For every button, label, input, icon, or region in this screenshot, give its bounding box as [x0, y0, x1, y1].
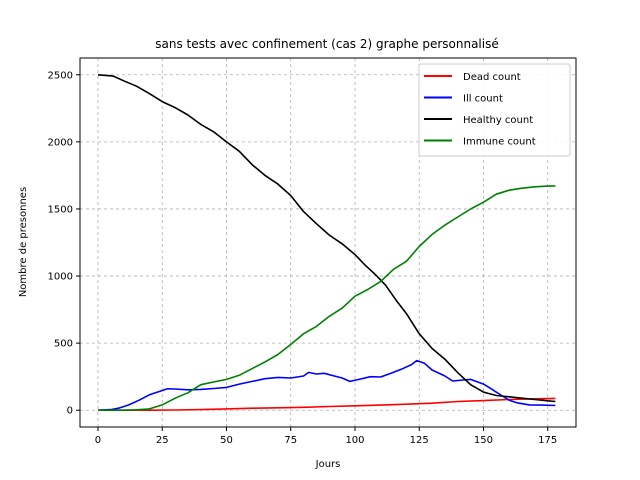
legend-label-ill-count: Ill count	[463, 94, 503, 105]
series-line-healthy-count	[97, 74, 556, 403]
chart-title: sans tests avec confinement (cas 2) grap…	[155, 37, 498, 51]
x-tick-label: 175	[538, 435, 557, 446]
y-tick-label: 500	[54, 339, 73, 350]
series-layer	[97, 74, 556, 412]
y-tick-label: 1000	[48, 272, 73, 283]
plot-frame	[79, 57, 577, 428]
legend: Dead count Ill count Healthy count Immune c…	[418, 63, 571, 157]
x-tick-label: 125	[410, 435, 429, 446]
y-axis-label: Nombre de presonnes	[18, 187, 29, 297]
x-axis-label: Jours	[315, 459, 341, 470]
legend-box	[418, 63, 571, 157]
x-tick-label: 100	[345, 435, 364, 446]
grid	[80, 58, 576, 427]
series-line-immune-count	[98, 185, 556, 412]
x-tick-label: 150	[474, 435, 493, 446]
x-tick-label: 75	[284, 435, 297, 446]
y-tick-label: 2500	[48, 70, 73, 81]
x-tick-label: 50	[220, 435, 233, 446]
series-line-dead-count	[98, 397, 556, 412]
y-tick-label: 1500	[48, 204, 73, 215]
series-line-ill-count	[97, 359, 556, 411]
ticks: 0 25 50 75 100 125 150 175 0 500 1000 1500 2000 2500	[48, 70, 558, 446]
y-tick-label: 2000	[48, 137, 73, 148]
y-tick-label: 0	[67, 406, 73, 417]
legend-label-dead-count: Dead count	[463, 72, 521, 83]
x-tick-label: 0	[95, 435, 101, 446]
legend-label-immune-count: Immune count	[463, 137, 536, 148]
x-tick-label: 25	[156, 435, 169, 446]
legend-label-healthy-count: Healthy count	[463, 115, 533, 126]
